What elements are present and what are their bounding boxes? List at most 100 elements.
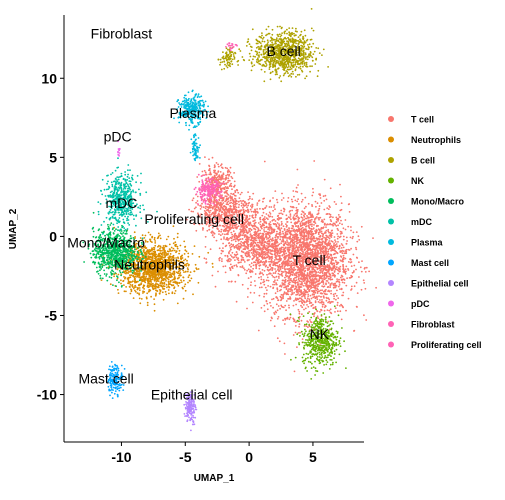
data-point (286, 316, 289, 319)
data-point (316, 315, 319, 318)
data-point (229, 267, 232, 270)
data-point (303, 294, 306, 297)
data-point (329, 253, 332, 256)
data-point (311, 243, 314, 246)
data-point (233, 180, 236, 183)
data-point (282, 283, 285, 286)
data-point (190, 277, 193, 280)
data-point (308, 302, 311, 305)
data-point (294, 276, 296, 279)
data-point (283, 252, 285, 255)
data-point (261, 257, 264, 260)
data-point (187, 276, 190, 279)
data-point (269, 199, 272, 202)
data-point (307, 305, 310, 308)
data-point (298, 312, 301, 315)
data-point (305, 205, 307, 208)
data-point (280, 270, 283, 273)
data-point (329, 308, 332, 311)
data-point (308, 253, 311, 256)
data-point (319, 343, 321, 345)
data-point (245, 255, 248, 258)
data-point (322, 283, 325, 285)
data-point (265, 230, 267, 233)
data-point (288, 304, 290, 307)
data-point (232, 230, 235, 233)
data-point (172, 247, 175, 250)
data-point (297, 225, 300, 228)
data-point (292, 272, 295, 274)
data-point (223, 236, 225, 239)
data-point (312, 274, 315, 276)
data-point (334, 223, 336, 226)
data-point (292, 257, 295, 260)
data-point (308, 286, 311, 288)
data-point (270, 258, 273, 261)
data-point (234, 197, 236, 200)
data-point (327, 320, 330, 323)
data-point (274, 261, 277, 264)
data-point (360, 270, 363, 273)
data-point (277, 272, 280, 275)
data-point (338, 244, 341, 247)
data-point (326, 309, 329, 311)
data-point (249, 205, 252, 207)
data-point (313, 160, 316, 162)
data-point (326, 258, 329, 261)
data-point (274, 268, 276, 270)
data-point (289, 290, 292, 292)
data-point (303, 214, 305, 217)
data-point (326, 297, 328, 300)
data-point (217, 170, 220, 173)
data-point (351, 237, 354, 240)
data-point (235, 264, 238, 266)
data-point (328, 231, 330, 234)
data-point (262, 200, 264, 203)
data-point (292, 242, 295, 245)
data-point (323, 223, 326, 225)
data-point (279, 251, 282, 254)
data-point (288, 306, 290, 309)
data-point (325, 269, 328, 272)
data-point (254, 242, 257, 245)
data-point (275, 245, 278, 247)
data-point (320, 252, 322, 255)
data-point (282, 240, 285, 243)
data-point (319, 269, 321, 272)
data-point (236, 265, 238, 268)
data-point (302, 267, 305, 270)
data-point (245, 245, 248, 248)
data-point (299, 271, 301, 274)
data-point (316, 292, 319, 294)
data-point (281, 235, 283, 238)
data-point (313, 224, 315, 226)
data-point (263, 216, 266, 218)
data-point (216, 227, 219, 230)
data-point (308, 221, 311, 224)
data-point (229, 254, 232, 256)
data-point (215, 239, 218, 242)
data-point (283, 248, 285, 251)
data-point (260, 286, 263, 289)
data-point (300, 277, 303, 279)
data-point (332, 248, 335, 251)
data-point (336, 304, 339, 307)
data-point (283, 267, 286, 269)
data-point (230, 192, 233, 195)
data-point (167, 289, 170, 291)
data-point (291, 290, 294, 292)
data-point (246, 208, 249, 211)
data-point (295, 258, 297, 261)
data-point (322, 258, 325, 260)
data-point (280, 212, 282, 215)
data-point (267, 242, 270, 245)
data-point (295, 250, 297, 253)
data-point (280, 248, 283, 251)
data-point (258, 276, 260, 279)
data-point (248, 218, 250, 221)
data-point (312, 233, 314, 236)
data-point (221, 206, 223, 209)
data-point (280, 233, 282, 235)
data-point (306, 249, 309, 252)
data-point (246, 220, 249, 223)
